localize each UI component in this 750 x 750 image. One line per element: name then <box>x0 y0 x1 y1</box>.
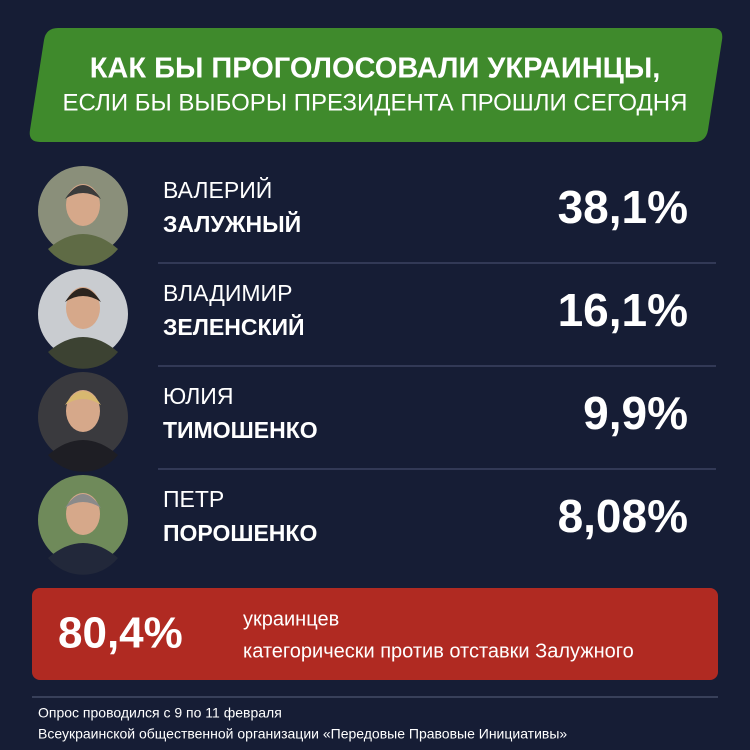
photo-face <box>66 493 100 535</box>
photo-hair <box>65 288 101 302</box>
photo-hair <box>65 391 101 405</box>
percent: 8,08% <box>558 490 688 542</box>
highlight-line-2: категорически против отставки Залужного <box>243 640 634 662</box>
photo-face <box>66 184 100 226</box>
first-name: ПЕТР <box>163 486 224 512</box>
highlight-value: 80,4% <box>58 609 183 658</box>
percent: 38,1% <box>558 181 688 233</box>
last-name: ЗЕЛЕНСКИЙ <box>163 313 305 340</box>
highlight-line-1: украинцев <box>243 608 339 630</box>
title-line-2: ЕСЛИ БЫ ВЫБОРЫ ПРЕЗИДЕНТА ПРОШЛИ СЕГОДНЯ <box>63 89 688 116</box>
photo-body <box>48 543 118 575</box>
photo-face <box>66 287 100 329</box>
title-banner <box>29 28 723 142</box>
highlight-box <box>32 588 718 680</box>
last-name: ПОРОШЕНКО <box>163 520 317 546</box>
last-name: ЗАЛУЖНЫЙ <box>163 210 301 237</box>
first-name: ВЛАДИМИР <box>163 280 292 306</box>
last-name: ТИМОШЕНКО <box>163 417 318 443</box>
photo-body <box>48 234 118 266</box>
first-name: ВАЛЕРИЙ <box>163 176 272 203</box>
photo-hair <box>65 494 101 508</box>
photo-face <box>66 390 100 432</box>
candidate-list: ВАЛЕРИЙ ЗАЛУЖНЫЙ 38,1% ВЛАДИМИР ЗЕЛЕНСКИЙ 16,… <box>38 166 716 575</box>
percent: 16,1% <box>558 284 688 336</box>
title-line-1: КАК БЫ ПРОГОЛОСОВАЛИ УКРАИНЦЫ, <box>90 53 661 85</box>
photo-hair <box>65 185 101 199</box>
percent: 9,9% <box>583 387 688 439</box>
footer-line-2: Всеукраинской общественной организации «… <box>38 726 567 742</box>
photo-body <box>48 337 118 369</box>
footer-line-1: Опрос проводился с 9 по 11 февраля <box>38 705 282 721</box>
first-name: ЮЛИЯ <box>163 383 233 409</box>
photo-body <box>48 440 118 472</box>
